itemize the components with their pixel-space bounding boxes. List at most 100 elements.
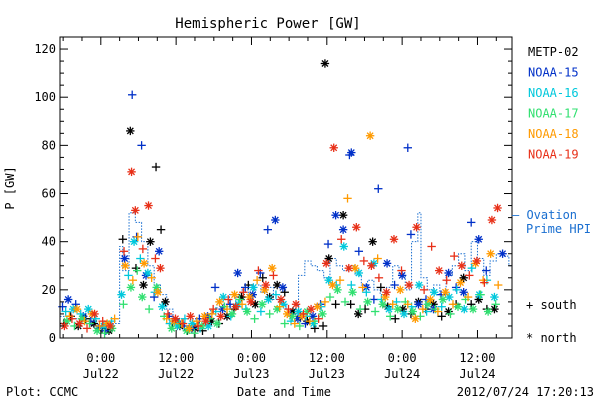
x-tick-time-label: 0:00 xyxy=(237,351,266,365)
noaa-15-point-north xyxy=(120,254,129,263)
metp-02-point-north xyxy=(320,59,330,68)
noaa-18-point-south xyxy=(305,316,315,326)
noaa-18-point-north xyxy=(121,261,130,270)
noaa-16-point-north xyxy=(324,276,333,285)
noaa-19-point-north xyxy=(127,167,136,177)
y-tick-label: 120 xyxy=(34,42,56,56)
metp-02-point-north xyxy=(368,237,377,246)
noaa-15-point-north xyxy=(459,288,468,297)
noaa-18-point-north xyxy=(426,295,435,304)
noaa-16-point-south xyxy=(136,254,145,263)
noaa-19-point-south xyxy=(138,244,148,254)
y-tick-label: 0 xyxy=(49,331,56,345)
noaa-17-point-north xyxy=(363,297,372,307)
noaa-18-point-south xyxy=(343,194,352,203)
metp-02-point-north xyxy=(126,126,135,136)
legend-entry-noaa-16: NOAA-16 xyxy=(528,86,579,100)
noaa-18-point-south xyxy=(320,297,330,307)
noaa-15-point-north xyxy=(347,148,356,157)
noaa-18-point-south xyxy=(252,276,262,285)
noaa-17-point-south xyxy=(476,290,485,299)
noaa-18-point-north xyxy=(153,288,163,297)
noaa-19-point-south xyxy=(178,319,188,328)
x-tick-date-label: Jul23 xyxy=(309,367,345,381)
metp-02-point-south xyxy=(346,300,355,309)
noaa-18-point-south xyxy=(147,273,156,282)
noaa-15-point-north xyxy=(271,215,280,225)
noaa-19-point-north xyxy=(216,312,225,321)
noaa-16-point-south xyxy=(467,263,477,273)
noaa-16-point-south xyxy=(347,280,356,290)
noaa-17-point-north xyxy=(393,304,402,314)
noaa-18-point-north xyxy=(456,278,465,287)
noaa-16-point-north xyxy=(460,304,469,314)
noaa-17-point-north xyxy=(468,304,478,314)
noaa-17-point-south xyxy=(265,309,274,319)
noaa-17-point-south xyxy=(386,312,395,321)
noaa-19-point-north xyxy=(201,316,210,326)
noaa-18-point-south xyxy=(237,300,247,309)
noaa-17-point-north xyxy=(438,295,448,304)
noaa-17-point-north xyxy=(378,300,387,309)
noaa-15-point-south xyxy=(263,225,272,234)
noaa-17-point-south xyxy=(295,321,305,331)
noaa-15-point-north xyxy=(338,225,348,234)
legend-entry-noaa-19: NOAA-19 xyxy=(528,148,579,162)
noaa-19-point-north xyxy=(382,288,391,297)
noaa-18-point-north xyxy=(185,324,194,333)
noaa-18-point-south xyxy=(358,283,367,292)
noaa-17-point-north xyxy=(227,309,237,319)
noaa-17-point-south xyxy=(446,309,455,319)
noaa-18-point-south xyxy=(493,280,503,290)
noaa-19-point-south xyxy=(480,278,489,287)
noaa-15-point-north xyxy=(474,235,483,244)
noaa-17-point-north xyxy=(348,288,357,297)
noaa-17-point-south xyxy=(355,304,365,314)
noaa-19-point-south xyxy=(314,314,323,323)
noaa-19-point-north xyxy=(434,266,444,275)
noaa-18-point-north xyxy=(72,304,82,314)
noaa-18-point-north xyxy=(486,249,495,258)
noaa-19-point-south xyxy=(442,276,451,285)
noaa-15-point-south xyxy=(323,239,333,249)
south-marker-legend: + south xyxy=(526,298,577,312)
noaa-17-point-north xyxy=(126,283,136,292)
noaa-19-point-south xyxy=(419,285,429,295)
noaa-19-point-north xyxy=(472,256,482,266)
metp-02-point-south xyxy=(331,300,340,309)
noaa-17-point-south xyxy=(190,328,199,338)
noaa-19-point-north xyxy=(106,321,115,331)
noaa-16-point-south xyxy=(362,288,371,297)
north-marker-legend: * north xyxy=(526,331,577,345)
noaa-16-point-north xyxy=(414,280,424,290)
noaa-16-point-south xyxy=(256,307,266,316)
noaa-18-point-north xyxy=(365,131,375,140)
noaa-19-point-north xyxy=(276,295,286,304)
noaa-18-point-south xyxy=(110,314,119,323)
noaa-18-point-south xyxy=(418,304,428,314)
noaa-18-point-north xyxy=(328,280,337,290)
noaa-16-point-south xyxy=(452,285,461,295)
noaa-19-point-south xyxy=(163,309,173,319)
noaa-16-point-south xyxy=(124,271,133,280)
x-tick-time-label: 12:00 xyxy=(309,351,345,365)
noaa-16-point-north xyxy=(249,283,258,292)
noaa-16-point-north xyxy=(384,304,394,314)
noaa-17-point-south xyxy=(325,292,335,302)
x-tick-date-label: Jul24 xyxy=(459,367,495,381)
noaa-18-point-north xyxy=(260,285,269,295)
noaa-19-point-north xyxy=(156,263,165,273)
noaa-18-point-south xyxy=(128,276,138,285)
noaa-19-point-south xyxy=(465,271,474,280)
noaa-16-point-south xyxy=(271,290,281,299)
legend-entry-metp-02: METP-02 xyxy=(528,45,579,59)
y-tick-label: 60 xyxy=(42,187,56,201)
noaa-16-point-north xyxy=(117,290,126,299)
noaa-15-point-north xyxy=(331,210,340,220)
metp-02-point-north xyxy=(353,309,363,319)
noaa-19-point-north xyxy=(352,223,361,232)
noaa-19-point-south xyxy=(337,235,346,244)
plot-frame xyxy=(59,36,513,339)
noaa-19-point-north xyxy=(261,280,271,290)
noaa-19-point-south xyxy=(284,304,293,314)
